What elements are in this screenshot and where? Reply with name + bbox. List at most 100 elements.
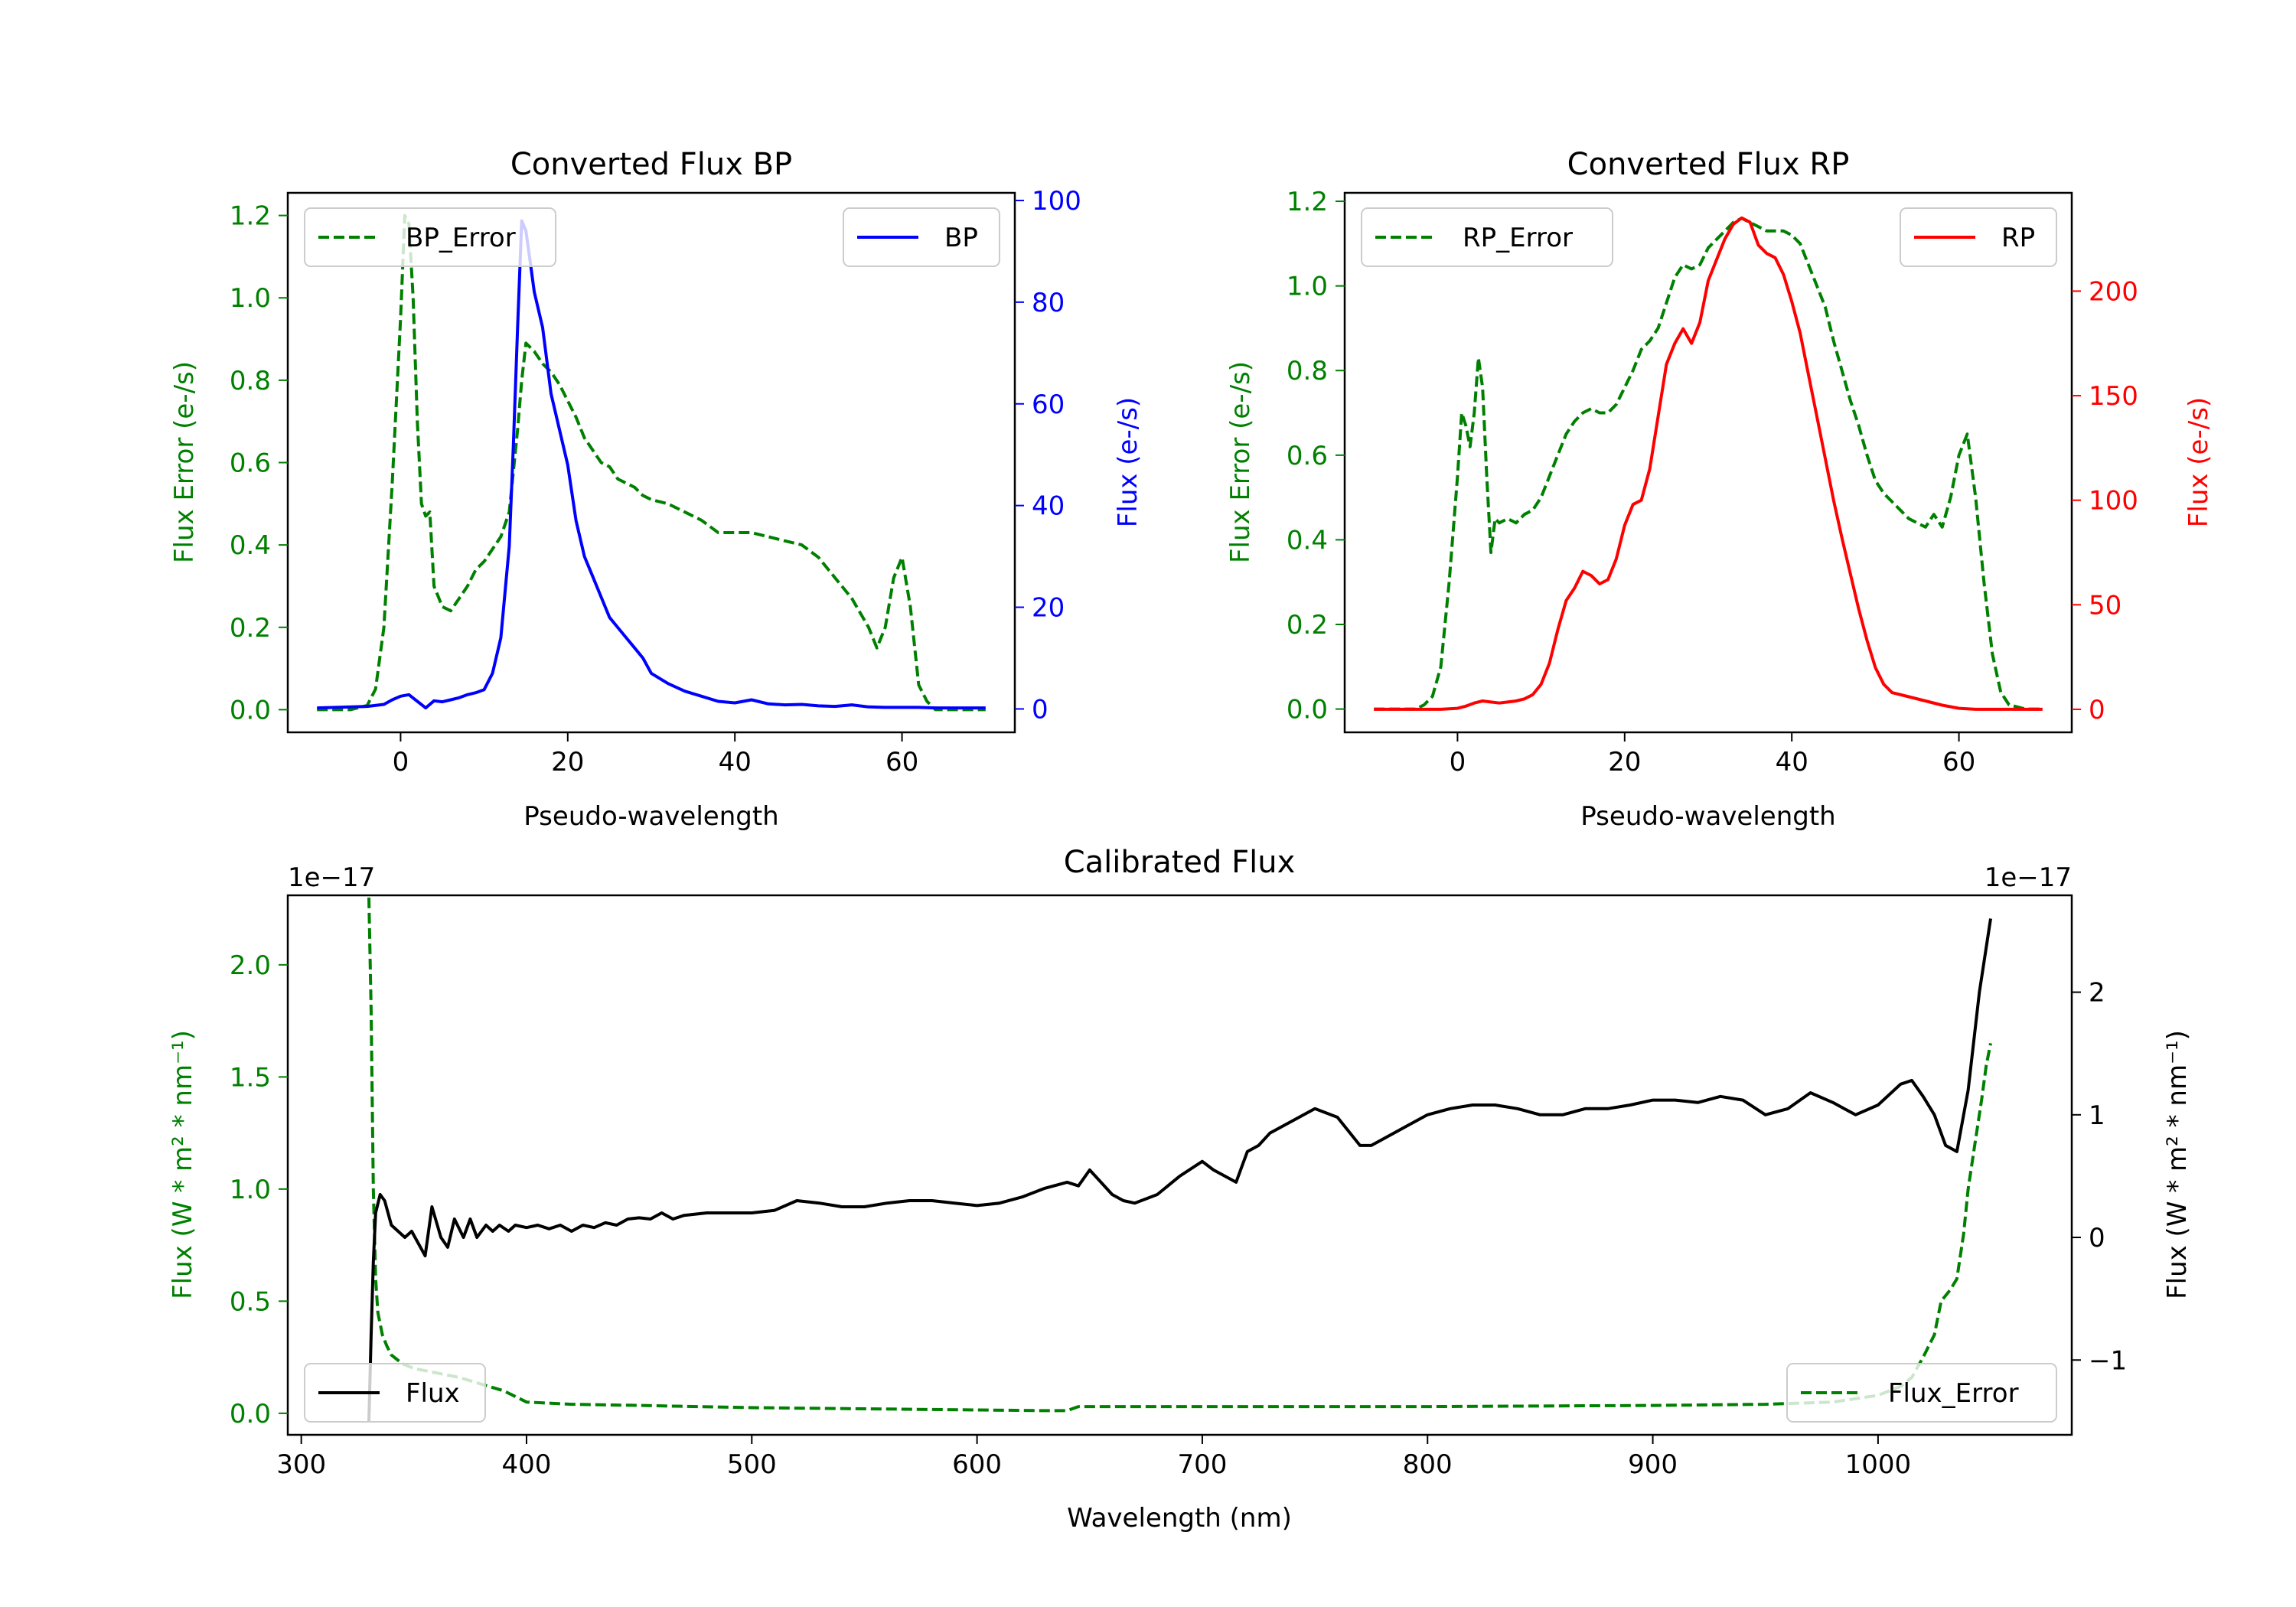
calibrated-x-tick-label: 900: [1628, 1449, 1678, 1480]
calibrated-ticks: 300 400 500 600 700 800 900 1000 0.0 0.5 1.0 1.5 2.0…: [230, 950, 2127, 1480]
calibrated-x-tick-label: 300: [276, 1449, 326, 1480]
rp-legend-error[interactable]: RP_Error: [1361, 207, 1613, 267]
bp-left-y-tick-label: 0.2: [230, 613, 271, 644]
rp-right-y-tick-label: 0: [2089, 695, 2105, 725]
bp-x-tick-label: 40: [719, 747, 752, 777]
bp-series-bp-right-axis: [317, 219, 986, 710]
bp-left-y-tick-label: 0.0: [230, 695, 271, 725]
bp-series-bp-error-left-axis: [317, 214, 986, 712]
rp-legend-flux-box: [1900, 207, 2057, 267]
rp-title: Converted Flux RP: [1567, 147, 1850, 182]
rp-x-tick-label: 60: [1942, 747, 1975, 777]
rp-right-y-tick-label: 50: [2089, 590, 2122, 621]
bp-right-y-tick-label: 80: [1032, 288, 1065, 318]
bp-x-tick-label: 0: [393, 747, 409, 777]
rp-left-y-tick-label: 1.2: [1287, 187, 1328, 217]
calibrated-left-y-axis-label: Flux (W * m² * nm⁻¹): [168, 1030, 198, 1299]
rp-plot-area: [1374, 216, 2043, 711]
rp-legend-error-label: RP_Error: [1463, 223, 1573, 253]
subplot-converted-flux-bp: 0 20 40 60 0.0 0.2 0.4 0.6 0.8 1.0 1.2 0 20 40 60 80 100…: [169, 147, 1143, 832]
rp-x-axis-label: Pseudo-wavelength: [1580, 801, 1835, 832]
bp-left-y-tick-label: 1.2: [230, 201, 271, 232]
calibrated-axes-frame: [286, 894, 2073, 1436]
calibrated-legend-flux[interactable]: Flux: [304, 1363, 486, 1423]
bp-left-y-tick-label: 0.4: [230, 530, 271, 561]
bp-right-y-tick-label: 0: [1032, 694, 1049, 725]
bp-title: Converted Flux BP: [510, 147, 792, 182]
calibrated-legend-error[interactable]: Flux_Error: [1786, 1363, 2057, 1423]
calibrated-right-y-tick-label: 2: [2089, 978, 2105, 1009]
calibrated-x-tick-label: 800: [1403, 1449, 1453, 1480]
calibrated-left-y-tick-label: 2.0: [230, 950, 271, 981]
rp-left-y-tick-label: 0.2: [1287, 610, 1328, 641]
rp-legend-flux[interactable]: RP: [1900, 207, 2057, 267]
bp-right-y-tick-label: 20: [1032, 593, 1065, 624]
rp-left-y-tick-label: 0.4: [1287, 525, 1328, 556]
calibrated-x-tick-label: 600: [952, 1449, 1002, 1480]
rp-left-y-axis-label: Flux Error (e-/s): [1225, 361, 1256, 563]
bp-plot-area: [317, 214, 986, 712]
calibrated-right-y-axis-label: Flux (W * m² * nm⁻¹): [2162, 1030, 2193, 1299]
rp-series-rp-error-left-axis: [1374, 217, 2043, 711]
bp-legend-flux-label: BP: [944, 223, 978, 253]
calibrated-left-y-tick-label: 0.5: [230, 1286, 271, 1317]
bp-legend-error-box: [304, 207, 556, 267]
calibrated-series-flux-error-left-axis: [367, 897, 1992, 1413]
calibrated-left-offset-label: 1e−17: [288, 862, 375, 893]
bp-left-y-axis-label: Flux Error (e-/s): [169, 361, 200, 563]
calibrated-right-y-tick-label: 0: [2089, 1223, 2105, 1253]
bp-right-y-axis-label: Flux (e-/s): [1113, 397, 1143, 527]
calibrated-plot-area: [367, 897, 1992, 1422]
rp-series-rp-right-axis: [1374, 216, 2043, 711]
calibrated-right-offset-label: 1e−17: [1985, 862, 2072, 893]
calibrated-right-y-tick-label: −1: [2089, 1345, 2127, 1376]
rp-ticks: 0 20 40 60 0.0 0.2 0.4 0.6 0.8 1.0 1.2 0 50 100 150 200: [1287, 187, 2138, 777]
rp-legend-error-box: [1361, 207, 1613, 267]
bp-left-y-tick-label: 0.8: [230, 366, 271, 396]
calibrated-left-y-tick-label: 1.0: [230, 1175, 271, 1205]
bp-right-y-tick-label: 100: [1032, 186, 1081, 217]
bp-legend-error[interactable]: BP_Error: [304, 207, 556, 267]
bp-legend-error-label: BP_Error: [406, 223, 516, 253]
rp-left-y-tick-label: 1.0: [1287, 272, 1328, 302]
rp-x-tick-label: 0: [1450, 747, 1466, 777]
calibrated-left-y-tick-label: 1.5: [230, 1062, 271, 1093]
bp-left-y-tick-label: 0.6: [230, 448, 271, 479]
rp-legend-flux-label: RP: [2001, 223, 2035, 253]
bp-left-y-tick-label: 1.0: [230, 283, 271, 314]
bp-legend-flux[interactable]: BP: [843, 207, 1000, 267]
calibrated-x-tick-label: 1000: [1845, 1449, 1912, 1480]
calibrated-series-flux-right-axis: [367, 918, 1992, 1422]
calibrated-x-tick-label: 400: [502, 1449, 552, 1480]
calibrated-legend-error-box: [1786, 1363, 2057, 1423]
rp-left-y-tick-label: 0.8: [1287, 356, 1328, 386]
calibrated-legend-flux-box: [304, 1363, 486, 1423]
rp-right-y-tick-label: 200: [2089, 276, 2138, 307]
bp-x-tick-label: 20: [551, 747, 584, 777]
calibrated-left-y-tick-label: 0.0: [230, 1399, 271, 1429]
rp-axes-frame: [1343, 191, 2073, 734]
calibrated-right-y-tick-label: 1: [2089, 1100, 2105, 1131]
calibrated-legend-error-label: Flux_Error: [1888, 1378, 2019, 1409]
rp-x-tick-label: 20: [1608, 747, 1641, 777]
rp-right-y-tick-label: 100: [2089, 486, 2138, 517]
bp-ticks: 0 20 40 60 0.0 0.2 0.4 0.6 0.8 1.0 1.2 0 20 40 60 80 100: [230, 186, 1081, 777]
bp-x-tick-label: 60: [885, 747, 918, 777]
subplot-converted-flux-rp: 0 20 40 60 0.0 0.2 0.4 0.6 0.8 1.0 1.2 0 50 100 150 200…: [1225, 147, 2214, 832]
rp-left-y-tick-label: 0.0: [1287, 695, 1328, 725]
bp-x-axis-label: Pseudo-wavelength: [523, 801, 778, 832]
bp-right-y-tick-label: 40: [1032, 491, 1065, 522]
calibrated-x-tick-label: 700: [1177, 1449, 1227, 1480]
calibrated-legend-flux-label: Flux: [406, 1378, 460, 1409]
rp-right-y-tick-label: 150: [2089, 381, 2138, 412]
calibrated-x-axis-label: Wavelength (nm): [1067, 1503, 1292, 1534]
bp-legend-flux-box: [843, 207, 1000, 267]
bp-right-y-tick-label: 60: [1032, 390, 1065, 420]
subplot-calibrated-flux: 300 400 500 600 700 800 900 1000 0.0 0.5 1.0 1.5 2.0…: [168, 845, 2193, 1534]
calibrated-x-tick-label: 500: [727, 1449, 777, 1480]
calibrated-title: Calibrated Flux: [1064, 845, 1296, 880]
rp-left-y-tick-label: 0.6: [1287, 441, 1328, 471]
rp-x-tick-label: 40: [1776, 747, 1808, 777]
